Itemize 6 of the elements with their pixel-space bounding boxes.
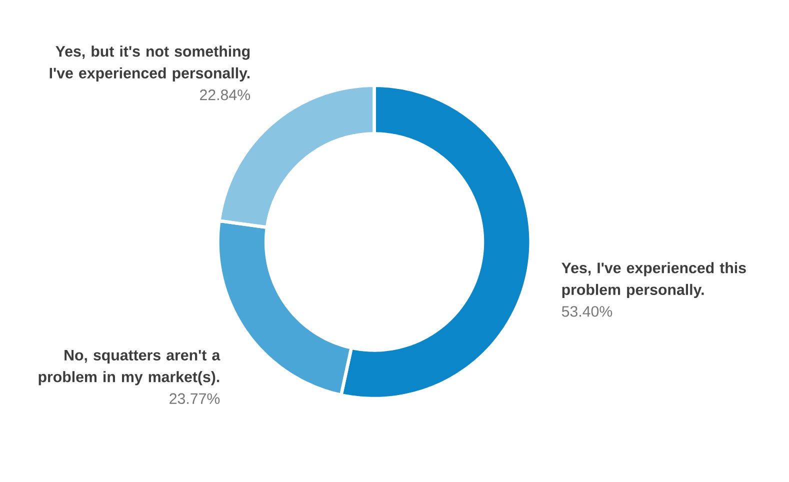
slice-label: No, squatters aren't a problem in my market(s).	[38, 350, 220, 386]
data-label: 23.77%	[170, 393, 220, 404]
data-label: 53.40%	[562, 306, 612, 317]
slice-label: Yes, I've experienced this problem personally.	[562, 262, 746, 298]
slice-label: Yes, but it's not something I've experienced personally.	[50, 46, 250, 82]
data-label: 22.84%	[200, 89, 250, 100]
